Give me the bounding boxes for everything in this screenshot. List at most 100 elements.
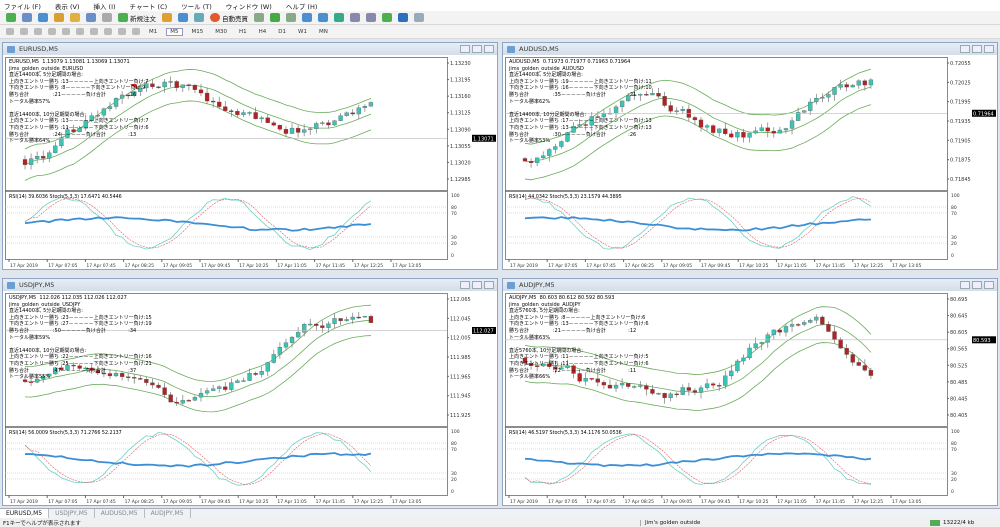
chart-window-audusd[interactable]: AUDUSD,M5 0.72055 0.72025 0.71995 0.71935 0.7…: [502, 42, 998, 270]
metaeditor-icon[interactable]: [162, 13, 172, 22]
tester-icon[interactable]: [86, 13, 96, 22]
close-button[interactable]: [984, 281, 994, 289]
timeframe-m5[interactable]: M5: [166, 27, 183, 36]
auto-trading-icon: [210, 13, 220, 22]
stats-line: トータル勝率66%: [509, 374, 551, 381]
account-icon[interactable]: [178, 13, 188, 22]
minimize-button[interactable]: [460, 281, 470, 289]
bull-candle: [735, 360, 740, 372]
timeframe-h1[interactable]: H1: [239, 28, 247, 35]
timeframe-w1[interactable]: W1: [298, 28, 307, 35]
line-chart-icon[interactable]: [286, 13, 296, 22]
ea-info-panel: AUDUSD,M5 0.71973 0.71977 0.71963 0.7196…: [509, 59, 652, 145]
minimize-button[interactable]: [460, 45, 470, 53]
bull-candle: [41, 375, 46, 380]
menu-item[interactable]: ウィンドウ (W): [225, 2, 272, 11]
close-button[interactable]: [984, 45, 994, 53]
menu-item[interactable]: チャート (C): [129, 2, 168, 11]
window-title-bar[interactable]: EURUSD,M5: [3, 43, 497, 55]
timeframe-m1[interactable]: M1: [149, 28, 158, 35]
upper-band: [24, 69, 372, 150]
menu-item[interactable]: ツール (T): [181, 2, 212, 11]
maximize-button[interactable]: [472, 281, 482, 289]
text-label-icon[interactable]: [118, 28, 126, 35]
price-label: 112.005: [450, 336, 471, 342]
chart-window-eurusd[interactable]: EURUSD,M5 1.13230 1.13195 1.13160 1.13125 1.1…: [2, 42, 498, 270]
terminal-icon[interactable]: [70, 13, 80, 22]
market-watch-icon[interactable]: [38, 13, 48, 22]
chart-tab[interactable]: EURUSD,M5: [0, 509, 50, 518]
price-label: 0.71935: [950, 119, 971, 125]
profiles-icon[interactable]: [22, 13, 32, 22]
menu-item[interactable]: 挿入 (I): [93, 2, 116, 11]
new-chart-icon[interactable]: [6, 13, 16, 22]
bear-candle: [656, 93, 661, 97]
bar-chart-icon[interactable]: [254, 13, 264, 22]
candlestick-icon[interactable]: [270, 13, 280, 22]
maximize-button[interactable]: [472, 45, 482, 53]
bull-candle: [765, 334, 770, 343]
timeframe-mn[interactable]: MN: [318, 28, 328, 35]
price-label: 1.13195: [450, 78, 471, 84]
bull-candle: [619, 100, 625, 108]
stats-line: 勝ち合計 :35－－－－－負け合計 :21: [509, 91, 637, 98]
channel-icon[interactable]: [76, 28, 84, 35]
chart-tab[interactable]: AUDJPY,M5: [145, 509, 191, 518]
chart-tab[interactable]: AUDUSD,M5: [95, 509, 145, 518]
bear-candle: [350, 112, 355, 115]
close-button[interactable]: [484, 281, 494, 289]
bear-candle: [686, 387, 692, 391]
autoscroll-icon[interactable]: [350, 13, 360, 22]
zoom-icon[interactable]: [102, 13, 112, 22]
timeframe-m30[interactable]: M30: [215, 28, 227, 35]
chart-ohlc-header: AUDUSD,M5 0.71973 0.71977 0.71963 0.7196…: [509, 59, 631, 65]
chart-canvas[interactable]: 112.065 112.045 112.005 111.985 111.965 111.9…: [5, 293, 497, 505]
menu-item[interactable]: ヘルプ (H): [285, 2, 318, 11]
trendline-icon[interactable]: [62, 28, 70, 35]
status-connection: 13222/4 kb: [930, 519, 974, 526]
bear-candle: [126, 376, 131, 378]
chart-window-usdjpy[interactable]: USDJPY,M5 112.065 112.045 112.005 111.985 111…: [2, 278, 498, 506]
horizontal-line-icon[interactable]: [48, 28, 56, 35]
bear-candle: [601, 382, 607, 386]
text-icon[interactable]: [104, 28, 112, 35]
indicators-icon[interactable]: [382, 13, 392, 22]
window-title-bar[interactable]: AUDUSD,M5: [503, 43, 997, 55]
menu-item[interactable]: 表示 (V): [54, 2, 80, 11]
periods-icon[interactable]: [398, 13, 408, 22]
minimize-button[interactable]: [960, 45, 970, 53]
fibonacci-icon[interactable]: [90, 28, 98, 35]
bear-candle: [692, 117, 698, 121]
maximize-button[interactable]: [972, 45, 982, 53]
timeframe-h4[interactable]: H4: [258, 28, 267, 35]
chart-window-audjpy[interactable]: AUDJPY,M5 80.695 80.645 80.605 80.565 80.525 8…: [502, 278, 998, 506]
bull-candle: [113, 98, 119, 107]
timeframe-m15[interactable]: M15: [191, 28, 204, 35]
tile-windows-icon[interactable]: [334, 13, 344, 22]
price-label: 80.565: [950, 347, 968, 353]
chart-canvas[interactable]: 80.695 80.645 80.605 80.565 80.525 80.485 80.4…: [505, 293, 997, 505]
chart-canvas[interactable]: 0.72055 0.72025 0.71995 0.71935 0.71905 0.718…: [505, 57, 997, 269]
chart-tab[interactable]: USDJPY,M5: [49, 509, 95, 518]
timeframe-d1[interactable]: D1: [278, 28, 287, 35]
templates-icon[interactable]: [414, 13, 424, 22]
new-order-button[interactable]: 新規注文: [118, 13, 156, 23]
window-title-bar[interactable]: AUDJPY,M5: [503, 279, 997, 291]
window-title: EURUSD,M5: [19, 45, 59, 53]
zoom-in-icon[interactable]: [302, 13, 312, 22]
arrows-icon[interactable]: [132, 28, 140, 35]
minimize-button[interactable]: [960, 281, 970, 289]
cursor-icon[interactable]: [6, 28, 14, 35]
menu-item[interactable]: ファイル (F): [4, 2, 41, 11]
chart-canvas[interactable]: 1.132301.131951.131601.131251.130901.130…: [5, 57, 497, 269]
crosshair-icon[interactable]: [20, 28, 28, 35]
signals-icon[interactable]: [194, 13, 204, 22]
navigator-icon[interactable]: [54, 13, 64, 22]
window-title-bar[interactable]: USDJPY,M5: [3, 279, 497, 291]
vertical-line-icon[interactable]: [34, 28, 42, 35]
chart-shift-icon[interactable]: [366, 13, 376, 22]
maximize-button[interactable]: [972, 281, 982, 289]
zoom-out-icon[interactable]: [318, 13, 328, 22]
auto-trading-button[interactable]: 自動売買: [210, 13, 248, 23]
close-button[interactable]: [484, 45, 494, 53]
